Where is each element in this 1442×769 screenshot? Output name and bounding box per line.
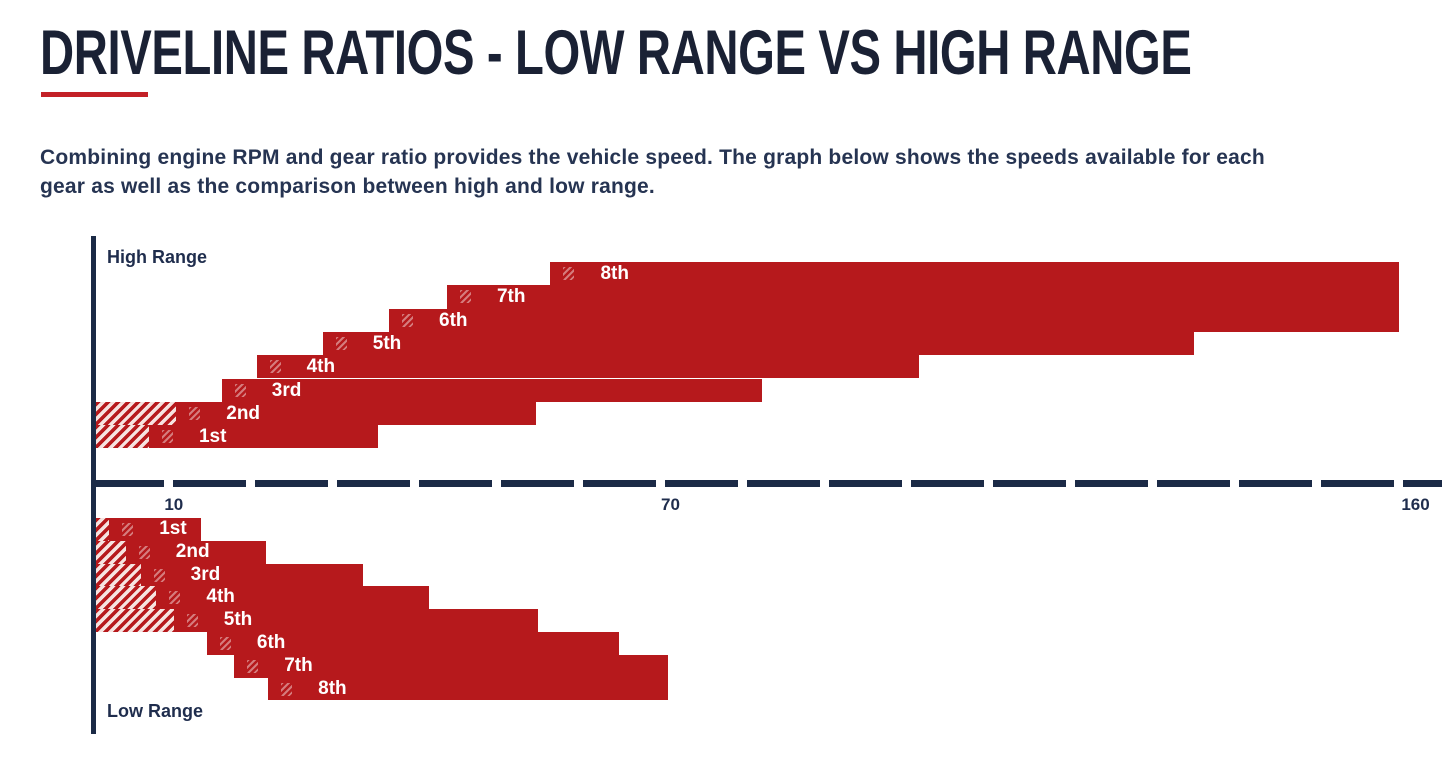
bar-start-marker: [219, 636, 231, 650]
chart-horizontal-axis-dashed: [91, 480, 1442, 487]
gear-bar-hatch-segment: [95, 609, 174, 632]
description: Combining engine RPM and gear ratio prov…: [40, 144, 1430, 201]
gear-label: 5th: [372, 332, 402, 354]
gear-bar-segment: [268, 677, 668, 701]
gear-bar-hatch-segment: [95, 586, 157, 610]
gear-bar-segment: [322, 331, 1195, 356]
gear-label: 7th: [496, 286, 526, 308]
gear-label: 3rd: [271, 379, 302, 401]
gear-bar-segment: [148, 425, 379, 449]
x-tick-label: 70: [661, 495, 680, 514]
gear-bar-hatch-segment: [95, 563, 141, 587]
low-range-label: Low Range: [107, 701, 204, 721]
gear-bar-segment: [256, 355, 919, 379]
bar-start-marker: [234, 383, 246, 397]
bar-start-marker: [122, 522, 134, 536]
title-underline-accent: [41, 92, 148, 97]
bar-start-marker: [563, 267, 575, 281]
bar-start-marker: [281, 682, 293, 696]
x-tick-label: 160: [1401, 495, 1430, 514]
gear-label: 1st: [198, 426, 227, 448]
gear-label: 3rd: [190, 563, 221, 585]
page-title-text: DRIVELINE RATIOS - LOW RANGE VS HIGH RAN…: [40, 18, 1192, 88]
bar-start-marker: [186, 614, 198, 628]
x-tick-label: 10: [164, 495, 184, 514]
gear-bar-segment: [109, 518, 202, 541]
gear-bar-segment: [156, 586, 429, 610]
gear-label: 6th: [439, 309, 468, 331]
bar-start-marker: [402, 313, 413, 327]
gear-label: 1st: [159, 518, 187, 539]
gear-bar-hatch-segment: [95, 401, 177, 426]
bar-start-marker: [335, 337, 347, 351]
gear-bar-hatch-segment: [95, 425, 149, 449]
bar-start-marker: [189, 406, 201, 420]
gear-label: 2nd: [226, 402, 261, 424]
gear-label: 8th: [600, 263, 629, 284]
gear-bar-hatch-segment: [95, 540, 126, 564]
bar-start-marker: [247, 659, 259, 673]
gear-label: 4th: [206, 586, 235, 608]
gear-label: 5th: [223, 609, 253, 631]
gear-bar-segment: [140, 563, 363, 587]
description-line-1: Combining engine RPM and gear ratio prov…: [40, 146, 1265, 169]
high-range-label: High Range: [107, 247, 208, 267]
gear-bar-segment: [234, 654, 668, 678]
gear-label: 4th: [306, 356, 336, 378]
bar-start-marker: [153, 568, 165, 582]
gear-label: 6th: [256, 632, 286, 653]
bar-start-marker: [459, 290, 471, 304]
gear-bar-segment: [125, 540, 267, 564]
gear-bar-segment: [221, 378, 762, 402]
description-line-2: gear as well as the comparison between h…: [40, 174, 655, 198]
gear-bar-segment: [446, 285, 1399, 309]
page-title: DRIVELINE RATIOS - LOW RANGE VS HIGH RAN…: [40, 22, 1442, 85]
bar-start-marker: [269, 360, 281, 374]
gear-bar-segment: [550, 262, 1399, 286]
gear-bar-segment: [389, 308, 1399, 332]
gear-bar-segment: [176, 401, 536, 426]
gear-label: 8th: [318, 677, 347, 699]
gear-bar-hatch-segment: [95, 518, 110, 541]
gear-label: 7th: [284, 654, 313, 676]
gear-bar-segment: [173, 609, 539, 632]
gear-bar-segment: [206, 632, 620, 655]
gear-label: 2nd: [175, 540, 210, 562]
bar-start-marker: [138, 545, 150, 559]
bar-start-marker: [161, 430, 173, 444]
bar-start-marker: [169, 591, 181, 605]
